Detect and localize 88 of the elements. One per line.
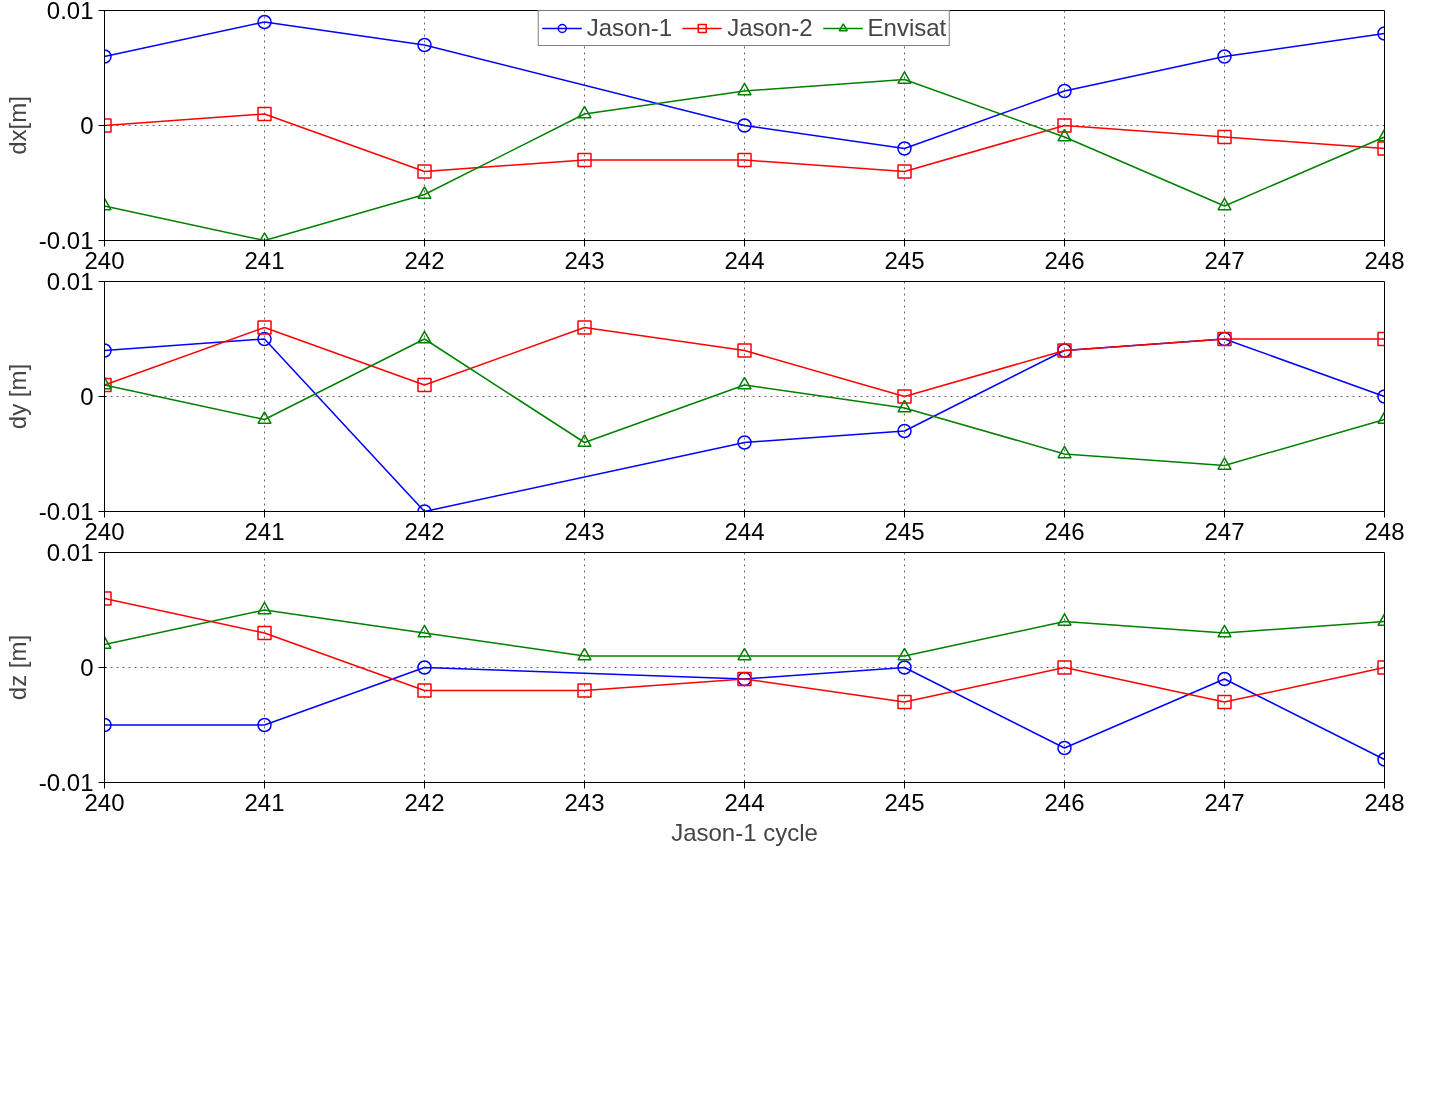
point xyxy=(897,71,912,84)
point xyxy=(737,376,752,390)
y-tick-label: 0.01 xyxy=(46,539,94,566)
x-tick-label: 244 xyxy=(724,246,765,274)
x-tick-label: 244 xyxy=(724,517,765,545)
x-tick-label: 244 xyxy=(724,788,765,816)
point xyxy=(577,320,592,335)
x-tick-label: 247 xyxy=(1204,517,1245,545)
point xyxy=(417,660,432,675)
point xyxy=(897,164,912,179)
y-tick-label: 0.01 xyxy=(46,0,94,24)
x-tick-label: 241 xyxy=(244,517,285,545)
x-tick-label: 247 xyxy=(1204,788,1245,816)
point xyxy=(257,331,272,347)
x-tick-label: 246 xyxy=(1044,788,1085,816)
x-tick-label: 241 xyxy=(244,246,285,274)
point xyxy=(1057,613,1072,626)
point xyxy=(1217,49,1232,64)
point xyxy=(577,647,592,661)
x-tick-label: 243 xyxy=(564,788,605,816)
point xyxy=(737,82,752,96)
point xyxy=(577,152,592,168)
point xyxy=(897,141,912,156)
point xyxy=(1217,671,1232,687)
point xyxy=(257,625,272,641)
point xyxy=(417,186,432,199)
point xyxy=(577,105,592,119)
y-tick-label: 0 xyxy=(80,383,94,410)
point xyxy=(257,106,272,122)
point xyxy=(737,647,752,661)
point xyxy=(1217,457,1232,470)
point xyxy=(1217,197,1232,211)
point xyxy=(577,434,592,447)
point xyxy=(1217,624,1232,638)
x-tick-label: 247 xyxy=(1204,246,1245,274)
x-tick-label: 245 xyxy=(884,517,925,545)
x-tick-label: 242 xyxy=(404,517,445,545)
point xyxy=(737,118,752,133)
x-tick-label: 241 xyxy=(244,788,285,816)
y-axis-title: dy [m] xyxy=(3,363,31,430)
point xyxy=(897,423,912,439)
point xyxy=(257,601,272,615)
x-tick-label: 248 xyxy=(1364,246,1405,274)
point xyxy=(897,647,912,661)
point xyxy=(1057,128,1072,142)
point xyxy=(1057,83,1072,99)
point xyxy=(897,399,912,413)
point xyxy=(417,377,432,393)
point xyxy=(257,320,272,335)
point xyxy=(417,37,432,53)
point xyxy=(417,164,432,179)
x-tick-label: 243 xyxy=(564,246,605,274)
y-tick-label: 0 xyxy=(80,112,94,139)
point xyxy=(257,14,272,30)
y-axis-title: dx[m] xyxy=(3,96,31,155)
x-tick-label: 242 xyxy=(404,246,445,274)
point xyxy=(417,683,432,698)
point xyxy=(737,435,752,450)
point xyxy=(257,411,272,424)
x-tick-label: 243 xyxy=(564,517,605,545)
point xyxy=(1217,129,1232,145)
y-axis-title: dz [m] xyxy=(3,634,31,701)
legend-label: Jason-1 xyxy=(586,14,673,42)
point xyxy=(1057,660,1072,675)
x-tick-label: 242 xyxy=(404,788,445,816)
point xyxy=(1057,118,1072,133)
point xyxy=(897,660,912,675)
x-tick-label: 248 xyxy=(1364,517,1405,545)
x-tick-label: 245 xyxy=(884,788,925,816)
point xyxy=(1057,445,1072,459)
y-tick-label: 0 xyxy=(80,654,94,681)
x-tick-label: 246 xyxy=(1044,517,1085,545)
x-tick-label: 248 xyxy=(1364,788,1405,816)
legend-label: Envisat xyxy=(867,14,947,42)
y-tick-label: 0.01 xyxy=(46,268,94,295)
point xyxy=(257,717,272,733)
legend-label: Jason-2 xyxy=(727,14,813,42)
point xyxy=(1217,694,1232,710)
point xyxy=(897,694,912,710)
x-tick-label: 245 xyxy=(884,246,925,274)
point xyxy=(737,343,752,358)
point xyxy=(577,683,592,698)
point xyxy=(897,389,912,404)
point xyxy=(1057,740,1072,756)
x-tick-label: 246 xyxy=(1044,246,1085,274)
x-axis-title: Jason-1 cycle xyxy=(671,818,818,846)
point xyxy=(417,624,432,638)
point xyxy=(737,152,752,168)
